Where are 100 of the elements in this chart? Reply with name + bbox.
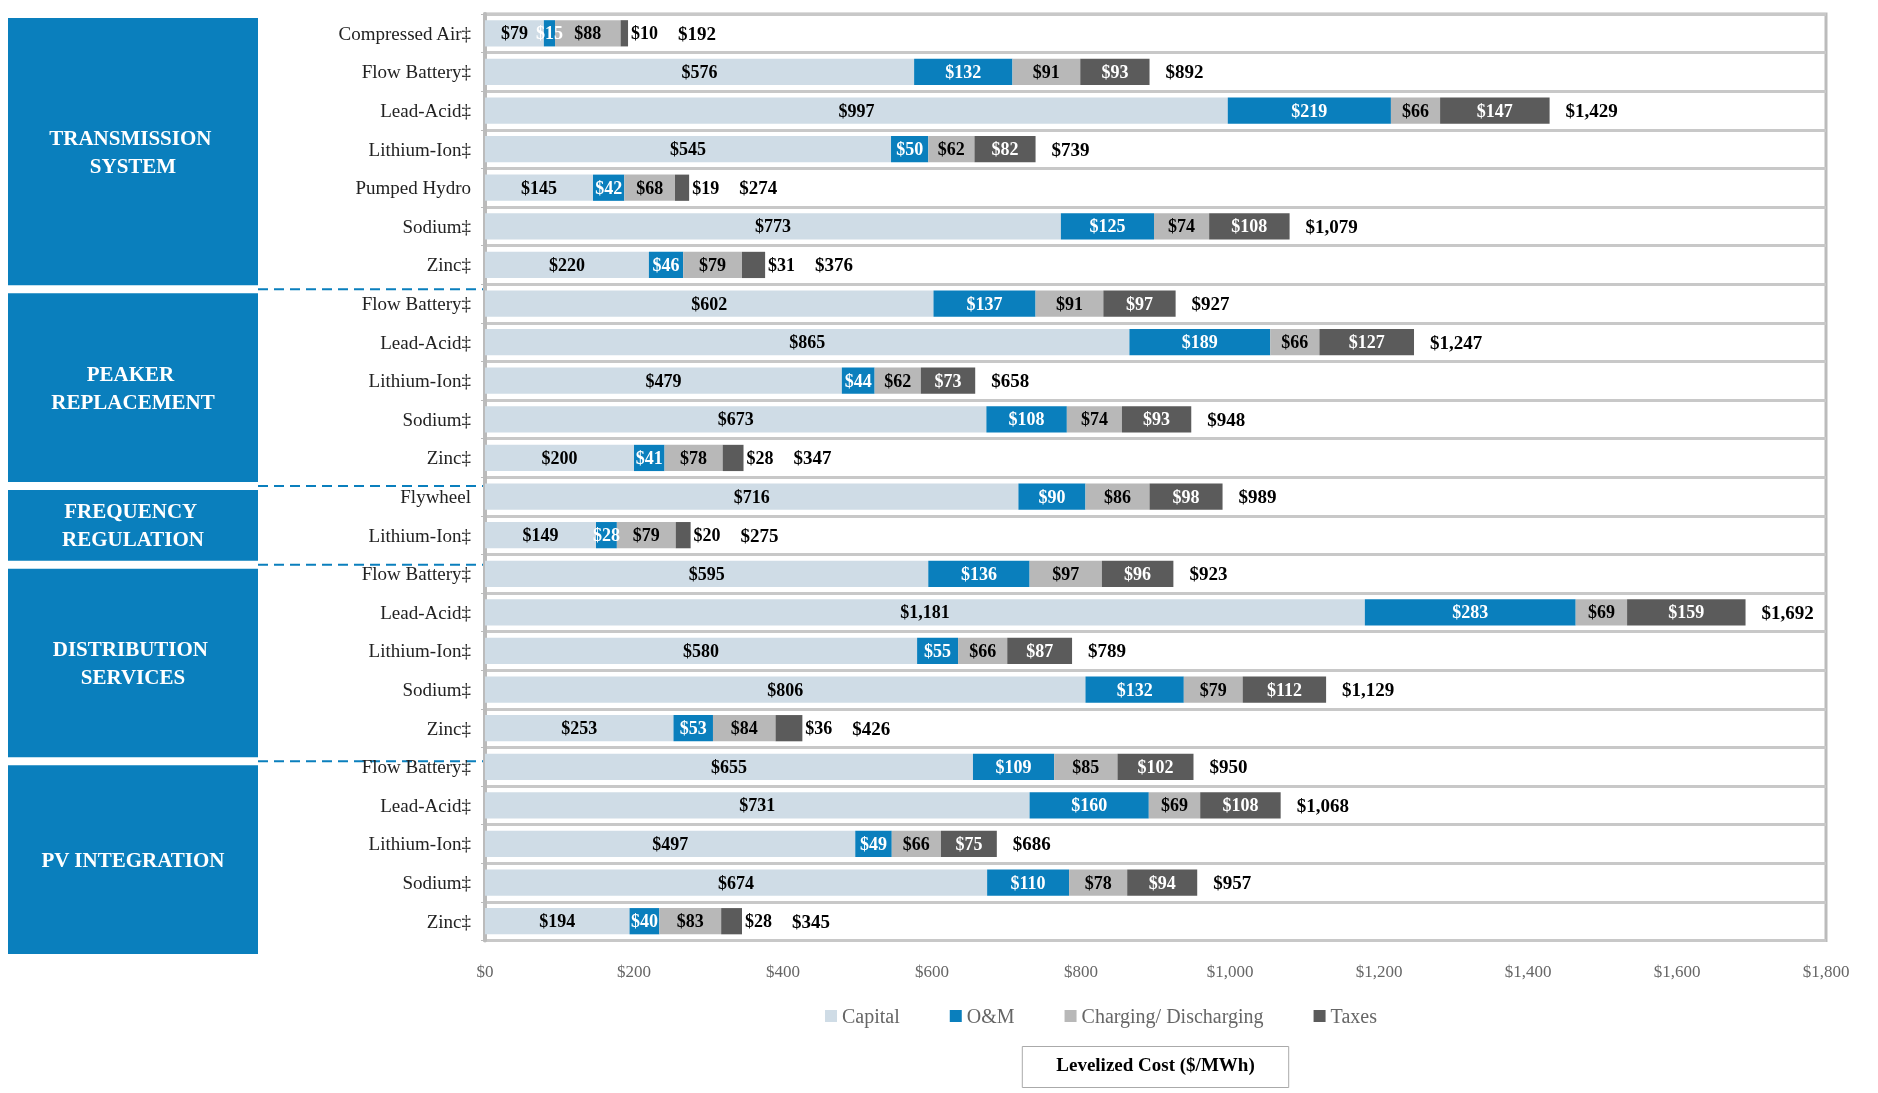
data-label: $112 bbox=[1266, 679, 1302, 700]
data-label: $806 bbox=[767, 679, 804, 700]
total-label: $274 bbox=[739, 177, 778, 199]
data-label: $79 bbox=[500, 23, 528, 44]
total-label: $923 bbox=[1189, 563, 1228, 585]
bar bbox=[674, 174, 690, 201]
data-label: $91 bbox=[1055, 293, 1083, 314]
data-label: $93 bbox=[1143, 409, 1171, 430]
bar bbox=[485, 329, 1130, 356]
total-label: $957 bbox=[1213, 872, 1252, 894]
data-label: $46 bbox=[652, 254, 680, 275]
bar bbox=[485, 830, 856, 858]
bar bbox=[485, 599, 1365, 626]
data-label: $85 bbox=[1072, 756, 1100, 777]
data-label: $19 bbox=[692, 177, 720, 198]
data-label: $576 bbox=[681, 61, 718, 82]
total-label: $989 bbox=[1238, 486, 1277, 508]
bar bbox=[1440, 97, 1550, 124]
data-label: $160 bbox=[1071, 795, 1108, 816]
legend-label: Taxes bbox=[1330, 1005, 1378, 1027]
bar bbox=[485, 676, 1086, 703]
data-label: $44 bbox=[844, 370, 872, 391]
text: FREQUENCY REGULATION bbox=[62, 499, 204, 552]
y-tick-label: Lead-Acid‡ bbox=[380, 601, 471, 623]
data-label: $220 bbox=[548, 254, 585, 275]
total-label: $948 bbox=[1207, 408, 1246, 430]
y-tick-label: Sodium‡ bbox=[402, 215, 471, 237]
data-label: $97 bbox=[1052, 563, 1080, 584]
data-label: $55 bbox=[924, 640, 952, 661]
data-label: $145 bbox=[521, 177, 558, 198]
bar bbox=[1227, 97, 1391, 124]
data-label: $50 bbox=[896, 139, 924, 160]
bar bbox=[721, 908, 743, 935]
data-label: $20 bbox=[693, 525, 721, 546]
y-tick-label: Lithium-Ion‡ bbox=[368, 833, 471, 855]
x-axis-title: Levelized Cost ($/MWh) bbox=[1056, 1053, 1255, 1076]
bar bbox=[485, 637, 918, 665]
data-label: $149 bbox=[522, 525, 559, 546]
bar bbox=[485, 908, 630, 935]
total-label: $789 bbox=[1088, 640, 1127, 662]
y-tick-label: Flywheel bbox=[400, 486, 471, 508]
y-tick-label: Lead-Acid‡ bbox=[380, 100, 471, 122]
x-tick-label: $200 bbox=[617, 961, 651, 981]
y-tick-label: Lithium-Ion‡ bbox=[368, 640, 471, 662]
data-label: $69 bbox=[1587, 602, 1615, 623]
x-tick-label: $600 bbox=[915, 961, 949, 981]
data-label: $36 bbox=[805, 718, 833, 739]
x-tick-label: $1,000 bbox=[1206, 961, 1254, 981]
legend-label: Charging/ Discharging bbox=[1081, 1005, 1264, 1028]
y-tick-label: Compressed Air‡ bbox=[338, 22, 471, 44]
data-label: $66 bbox=[969, 640, 997, 661]
data-label: $132 bbox=[1116, 679, 1153, 700]
text: DISTRIBUTION SERVICES bbox=[52, 637, 214, 689]
legend-label: Capital bbox=[842, 1005, 901, 1028]
y-tick-label: Flow Battery‡ bbox=[361, 756, 471, 778]
data-label: $28 bbox=[746, 447, 774, 468]
y-tick-label: Lithium-Ion‡ bbox=[368, 138, 471, 160]
text: PV INTEGRATION bbox=[41, 847, 225, 872]
total-label: $1,079 bbox=[1305, 215, 1358, 237]
bar bbox=[485, 367, 842, 394]
bar bbox=[485, 753, 973, 780]
bar bbox=[933, 290, 1036, 317]
data-label: $497 bbox=[652, 833, 689, 854]
data-label: $87 bbox=[1026, 640, 1054, 661]
data-label: $79 bbox=[632, 525, 660, 546]
bar bbox=[485, 792, 1030, 819]
y-tick-label: Flow Battery‡ bbox=[361, 61, 471, 83]
bar bbox=[485, 213, 1061, 240]
data-label: $68 bbox=[636, 177, 664, 198]
data-label: $545 bbox=[670, 139, 707, 160]
y-tick-label: Zinc‡ bbox=[426, 910, 471, 932]
total-label: $950 bbox=[1209, 756, 1248, 778]
data-label: $283 bbox=[1452, 602, 1489, 623]
bar bbox=[485, 97, 1228, 124]
data-label: $159 bbox=[1668, 602, 1705, 623]
bar bbox=[742, 251, 766, 279]
data-label: $66 bbox=[1281, 332, 1309, 353]
data-label: $79 bbox=[699, 254, 727, 275]
data-label: $93 bbox=[1101, 61, 1129, 82]
y-tick-label: Zinc‡ bbox=[426, 254, 471, 276]
data-label: $773 bbox=[754, 216, 791, 237]
data-label: $62 bbox=[937, 139, 965, 160]
data-label: $479 bbox=[645, 370, 682, 391]
y-tick-label: Flow Battery‡ bbox=[361, 563, 471, 585]
total-label: $1,692 bbox=[1761, 601, 1814, 623]
data-label: $189 bbox=[1181, 332, 1218, 353]
bar bbox=[620, 20, 629, 47]
bar bbox=[1103, 290, 1176, 317]
total-label: $739 bbox=[1051, 138, 1090, 160]
data-label: $42 bbox=[595, 177, 623, 198]
data-label: $102 bbox=[1137, 756, 1174, 777]
data-label: $219 bbox=[1291, 100, 1328, 121]
total-label: $275 bbox=[740, 524, 779, 546]
x-tick-label: $1,800 bbox=[1802, 961, 1850, 981]
data-label: $137 bbox=[966, 293, 1003, 314]
bar bbox=[485, 483, 1019, 510]
data-label: $194 bbox=[539, 911, 576, 932]
data-label: $74 bbox=[1168, 216, 1196, 237]
total-label: $345 bbox=[792, 910, 831, 932]
y-tick-label: Flow Battery‡ bbox=[361, 293, 471, 315]
